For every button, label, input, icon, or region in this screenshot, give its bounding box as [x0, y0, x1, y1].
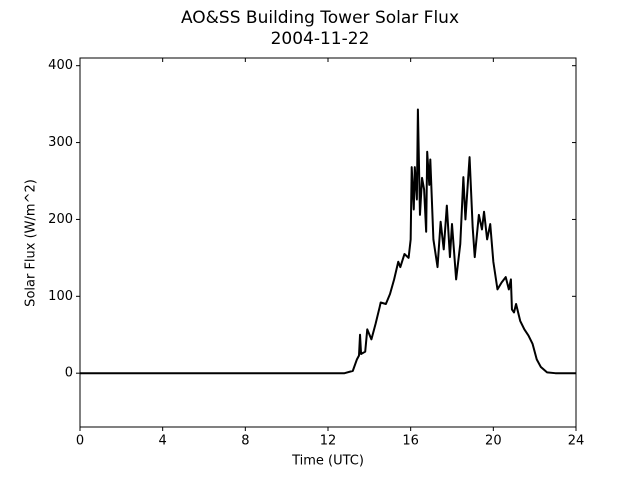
x-tick-label: 4	[159, 434, 167, 449]
y-tick-label: 100	[48, 289, 73, 304]
chart-title: AO&SS Building Tower Solar Flux	[181, 8, 459, 28]
x-tick-label: 20	[485, 434, 502, 449]
plot-frame	[79, 57, 577, 428]
x-tick-label: 0	[76, 434, 84, 449]
y-axis-label: Solar Flux (W/m^2)	[24, 179, 39, 307]
y-tick-label: 300	[48, 135, 73, 150]
x-tick-label: 12	[320, 434, 337, 449]
x-tick-label: 24	[568, 434, 585, 449]
data-line	[80, 108, 576, 375]
y-tick-label: 200	[48, 212, 73, 227]
chart-subtitle: 2004-11-22	[271, 29, 370, 49]
y-tick-label: 0	[65, 366, 73, 381]
x-tick-label: 16	[402, 434, 419, 449]
x-axis-label: Time (UTC)	[291, 454, 364, 469]
y-tick-label: 400	[48, 58, 73, 73]
x-tick-label: 8	[241, 434, 249, 449]
